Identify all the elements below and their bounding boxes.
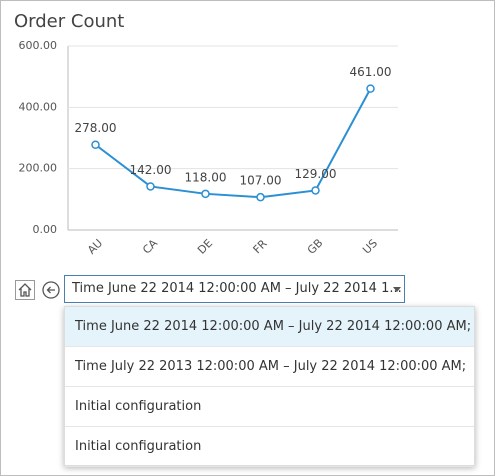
dropdown-item[interactable]: Time June 22 2014 12:00:00 AM – July 22 …	[65, 307, 474, 347]
x-tick-label: CA	[140, 236, 160, 256]
data-label: 278.00	[75, 121, 117, 135]
data-label: 118.00	[185, 170, 227, 184]
dropdown-item[interactable]: Time July 22 2013 12:00:00 AM – July 22 …	[65, 347, 474, 387]
data-label: 107.00	[240, 174, 282, 188]
chart-title: Order Count	[14, 11, 124, 32]
home-button[interactable]	[15, 280, 35, 300]
dropdown-item[interactable]: Initial configuration	[65, 427, 474, 467]
point	[201, 189, 210, 199]
y-tick-label: 600.00	[19, 39, 58, 52]
data-label: 129.00	[295, 167, 337, 181]
x-tick-label: DE	[195, 237, 215, 257]
dropdown-item[interactable]: Initial configuration	[65, 387, 474, 427]
point	[311, 186, 320, 195]
point	[91, 140, 100, 149]
data-label: 461.00	[350, 65, 392, 79]
filter-dropdown[interactable]: Time June 22 2014 12:00:00 AM – July 22 …	[64, 275, 405, 303]
dropdown-arrow[interactable]	[393, 287, 401, 292]
y-tick-label: 200.00	[19, 162, 58, 175]
point	[146, 182, 155, 191]
x-tick-label: AU	[85, 237, 105, 257]
back-button[interactable]	[41, 280, 61, 300]
data-label: 142.00	[130, 163, 172, 177]
x-tick-label: US	[360, 237, 380, 257]
y-tick-label: 0.00	[33, 223, 58, 236]
x-tick-label: FR	[251, 237, 270, 256]
y-tick-label: 400.00	[19, 100, 58, 113]
line	[94, 88, 372, 199]
chart: Order Count 0.00 200.00 400.00 600.00 AU CA DE…	[14, 11, 398, 257]
point	[256, 192, 265, 202]
x-tick-label: GB	[305, 236, 326, 257]
dropdown-list: Time June 22 2014 12:00:00 AM – July 22 …	[64, 306, 475, 467]
point	[366, 84, 375, 93]
